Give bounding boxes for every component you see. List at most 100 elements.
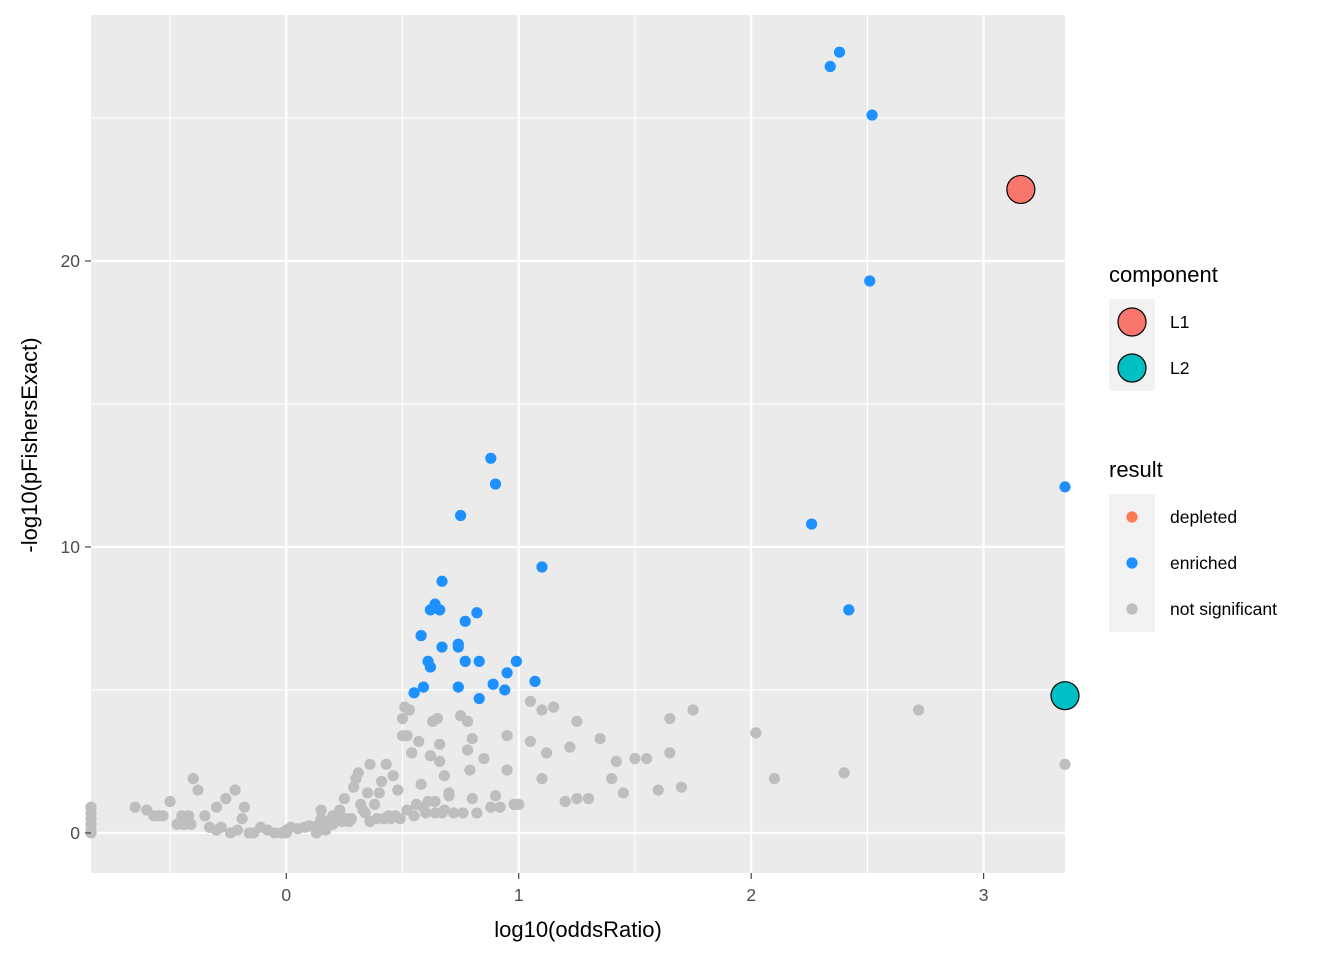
legend-key-L2	[1117, 353, 1147, 383]
data-point	[750, 727, 762, 739]
data-point	[429, 795, 441, 808]
data-point	[629, 753, 641, 765]
legend-label: not significant	[1170, 599, 1277, 619]
data-point	[838, 767, 850, 779]
data-point	[443, 790, 455, 802]
data-point	[501, 764, 513, 776]
data-point	[129, 801, 141, 813]
data-point	[387, 770, 399, 782]
data-point	[457, 807, 469, 819]
legend-key-L1	[1117, 307, 1147, 337]
data-point	[157, 810, 169, 822]
legend: component L1 L2 result depleted enriched not s…	[1109, 262, 1277, 632]
data-point	[415, 778, 427, 790]
data-point	[536, 561, 548, 573]
data-point	[348, 781, 360, 793]
data-point	[559, 795, 571, 808]
data-point	[536, 704, 548, 716]
data-point	[594, 732, 606, 745]
data-point	[501, 667, 513, 679]
data-point	[364, 758, 376, 770]
data-point	[424, 661, 436, 673]
legend-key-not-significant	[1126, 603, 1138, 615]
data-point	[466, 732, 478, 745]
y-tick-label: 20	[61, 251, 81, 271]
data-point	[664, 712, 676, 725]
data-point	[236, 813, 248, 825]
data-point	[459, 615, 471, 627]
data-point	[485, 801, 497, 813]
data-point	[396, 712, 409, 725]
data-point	[231, 824, 244, 836]
data-point	[431, 712, 443, 725]
x-tick-label: 2	[746, 885, 756, 905]
data-point	[434, 738, 446, 750]
data-point	[675, 781, 688, 793]
data-point	[192, 784, 204, 796]
data-point	[466, 793, 478, 805]
data-point	[866, 109, 878, 121]
data-point	[408, 810, 420, 822]
data-point	[352, 767, 364, 779]
data-point	[362, 787, 374, 799]
data-point	[806, 518, 818, 530]
data-point	[461, 744, 474, 756]
data-point	[1059, 758, 1071, 770]
data-point	[413, 735, 425, 748]
data-point	[438, 770, 450, 782]
data-point	[434, 604, 446, 616]
legend-label: depleted	[1170, 507, 1237, 527]
data-point	[640, 753, 653, 765]
data-point	[524, 735, 536, 748]
legend-label: L2	[1170, 358, 1189, 378]
data-point	[664, 747, 676, 759]
data-point	[471, 607, 483, 619]
data-point	[452, 681, 464, 693]
data-point	[564, 741, 576, 753]
data-point	[408, 687, 420, 699]
data-point	[452, 641, 464, 653]
data-point	[375, 775, 388, 788]
y-axis-title: -log10(pFishersExact)	[17, 337, 42, 552]
legend-label: L1	[1170, 312, 1189, 332]
data-point	[415, 630, 427, 642]
x-tick-label: 3	[979, 885, 989, 905]
data-point	[1059, 481, 1071, 493]
x-axis-title: log10(oddsRatio)	[494, 917, 662, 942]
data-point	[582, 793, 595, 805]
data-point	[187, 773, 199, 785]
data-point	[315, 804, 327, 816]
data-point	[455, 509, 467, 522]
data-point	[652, 784, 664, 796]
legend-key-depleted	[1126, 511, 1138, 523]
data-point	[513, 798, 525, 810]
data-point	[338, 793, 350, 805]
data-point	[392, 784, 404, 796]
data-point	[824, 60, 836, 73]
data-point	[229, 784, 241, 796]
data-point	[768, 773, 781, 785]
data-point	[403, 704, 416, 716]
x-tick-label: 1	[514, 885, 524, 905]
data-point	[215, 821, 227, 833]
data-point	[183, 810, 195, 822]
data-point	[461, 715, 474, 728]
legend-title: result	[1109, 457, 1163, 482]
plot-panel	[91, 15, 1065, 873]
legend-title: component	[1109, 262, 1218, 287]
data-point	[185, 818, 197, 830]
data-point	[510, 655, 522, 667]
data-point	[499, 684, 511, 696]
data-point	[310, 827, 323, 839]
y-tick-label: 0	[70, 823, 80, 843]
data-point	[359, 807, 371, 819]
data-point	[529, 675, 541, 687]
data-point	[401, 730, 413, 742]
data-point	[164, 795, 176, 808]
minor-gridlines	[91, 15, 1065, 873]
data-point	[406, 747, 418, 759]
data-point	[571, 715, 583, 728]
data-point	[473, 655, 485, 667]
x-tick-label: 0	[281, 885, 291, 905]
